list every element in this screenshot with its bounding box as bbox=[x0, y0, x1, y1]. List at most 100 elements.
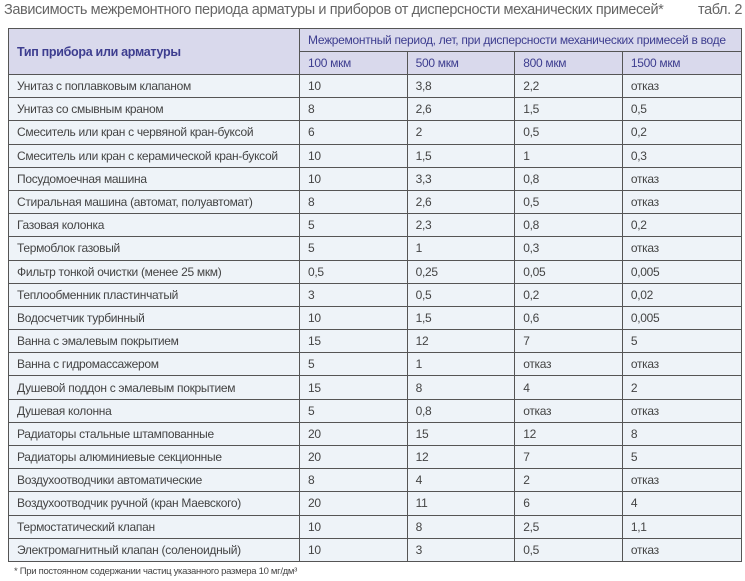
period-cell: 20 bbox=[299, 421, 408, 447]
period-cell: 0,6 bbox=[514, 305, 623, 331]
period-cell: отказ bbox=[621, 398, 743, 423]
period-cell: отказ bbox=[621, 166, 743, 191]
table-row: Теплообменник пластинчатый 3 0,5 0,2 0,02 bbox=[8, 282, 743, 307]
device-name-cell: Стиральная машина (автомат, полуавтомат) bbox=[8, 189, 300, 215]
period-cell: 2,5 bbox=[514, 514, 623, 539]
table-caption: Зависимость межремонтного периода армату… bbox=[4, 2, 742, 18]
period-cell: 8 bbox=[406, 514, 516, 539]
table-row: Смеситель или кран с червяной кран-буксо… bbox=[8, 120, 743, 145]
period-cell: 10 bbox=[299, 166, 408, 191]
period-cell: отказ bbox=[514, 398, 623, 423]
period-cell: 8 bbox=[406, 375, 516, 400]
period-cell: 8 bbox=[299, 189, 408, 215]
period-cell: отказ bbox=[621, 189, 743, 215]
period-cell: 2,6 bbox=[406, 97, 516, 122]
period-cell: 5 bbox=[299, 236, 408, 261]
data-table: Тип прибора или арматуры Межремонтный пе… bbox=[8, 28, 743, 562]
table-row: Унитаз со смывным краном 8 2,6 1,5 0,5 bbox=[8, 97, 743, 122]
period-cell: 0,5 bbox=[621, 97, 743, 122]
device-name-cell: Посудомоечная машина bbox=[8, 166, 300, 191]
period-cell: отказ bbox=[621, 73, 743, 99]
period-cell: 15 bbox=[299, 375, 408, 400]
period-cell: 5 bbox=[621, 329, 743, 354]
period-cell: 15 bbox=[299, 329, 408, 354]
period-cell: 11 bbox=[406, 491, 516, 516]
period-cell: отказ bbox=[514, 352, 623, 377]
period-cell: 5 bbox=[621, 444, 743, 470]
header-size: 800 мкм bbox=[514, 51, 623, 75]
period-cell: 0,5 bbox=[514, 537, 623, 562]
table-row: Газовая колонка 5 2,3 0,8 0,2 bbox=[8, 213, 743, 238]
period-cell: 1,5 bbox=[514, 97, 623, 122]
period-cell: 15 bbox=[406, 421, 516, 447]
period-cell: 1 bbox=[406, 352, 516, 377]
device-name-cell: Теплообменник пластинчатый bbox=[8, 282, 300, 307]
period-cell: отказ bbox=[621, 537, 743, 562]
period-cell: 3 bbox=[299, 282, 408, 307]
table-row: Термоблок газовый 5 1 0,3 отказ bbox=[8, 236, 743, 261]
device-name-cell: Газовая колонка bbox=[8, 213, 300, 238]
period-cell: 10 bbox=[299, 143, 408, 168]
period-cell: 8 bbox=[299, 468, 408, 493]
table-row: Душевой поддон с эмалевым покрытием 15 8 4 2 bbox=[8, 375, 743, 400]
device-name-cell: Фильтр тонкой очистки (менее 25 мкм) bbox=[8, 259, 300, 284]
footnote: * При постоянном содержании частиц указа… bbox=[14, 566, 297, 577]
period-cell: 1 bbox=[514, 143, 623, 168]
table-row: Ванна с эмалевым покрытием 15 12 7 5 bbox=[8, 329, 743, 354]
period-cell: 20 bbox=[299, 491, 408, 516]
device-name-cell: Унитаз с поплавковым клапаном bbox=[8, 73, 300, 99]
table-row: Стиральная машина (автомат, полуавтомат)… bbox=[8, 189, 743, 215]
period-cell: 0,3 bbox=[514, 236, 623, 261]
device-name-cell: Смеситель или кран с керамической кран-б… bbox=[8, 143, 300, 168]
table-row: Фильтр тонкой очистки (менее 25 мкм) 0,5 0… bbox=[8, 259, 743, 284]
device-name-cell: Водосчетчик турбинный bbox=[8, 305, 300, 331]
period-cell: 12 bbox=[406, 444, 516, 470]
period-cell: 0,2 bbox=[621, 120, 743, 145]
device-name-cell: Воздухоотводчики автоматические bbox=[8, 468, 300, 493]
period-cell: 5 bbox=[299, 213, 408, 238]
period-cell: 0,5 bbox=[514, 120, 623, 145]
period-cell: отказ bbox=[621, 468, 743, 493]
table-row: Электромагнитный клапан (соленоидный) 10 3… bbox=[8, 537, 743, 562]
period-cell: 0,8 bbox=[514, 166, 623, 191]
table-row: Радиаторы стальные штампованные 20 15 12 8 bbox=[8, 421, 743, 447]
period-cell: 2 bbox=[514, 468, 623, 493]
table-row: Воздухоотводчики автоматические 8 4 2 отказ bbox=[8, 468, 743, 493]
period-cell: 0,2 bbox=[621, 213, 743, 238]
period-cell: 7 bbox=[514, 329, 623, 354]
header-device: Тип прибора или арматуры bbox=[8, 28, 300, 75]
period-cell: 12 bbox=[406, 329, 516, 354]
period-cell: 1 bbox=[406, 236, 516, 261]
period-cell: 20 bbox=[299, 444, 408, 470]
device-name-cell: Унитаз со смывным краном bbox=[8, 97, 300, 122]
device-name-cell: Радиаторы стальные штампованные bbox=[8, 421, 300, 447]
period-cell: 0,02 bbox=[621, 282, 743, 307]
period-cell: 0,005 bbox=[621, 305, 743, 331]
period-cell: 2 bbox=[406, 120, 516, 145]
header-size: 1500 мкм bbox=[621, 51, 743, 75]
table-row: Посудомоечная машина 10 3,3 0,8 отказ bbox=[8, 166, 743, 191]
table-row: Унитаз с поплавковым клапаном 10 3,8 2,2 отк… bbox=[8, 73, 743, 99]
period-cell: 0,05 bbox=[514, 259, 623, 284]
period-cell: 8 bbox=[299, 97, 408, 122]
period-cell: 1,5 bbox=[406, 143, 516, 168]
period-cell: 10 bbox=[299, 537, 408, 562]
period-cell: 3 bbox=[406, 537, 516, 562]
header-period: Межремонтный период, лет, при дисперснос… bbox=[299, 28, 742, 52]
period-cell: 4 bbox=[621, 491, 743, 516]
device-name-cell: Электромагнитный клапан (соленоидный) bbox=[8, 537, 300, 562]
table-row: Воздухоотводчик ручной (кран Маевского) 2… bbox=[8, 491, 743, 516]
period-cell: 2,2 bbox=[514, 73, 623, 99]
device-name-cell: Термостатический клапан bbox=[8, 514, 300, 539]
table-row: Водосчетчик турбинный 10 1,5 0,6 0,005 bbox=[8, 305, 743, 331]
device-name-cell: Ванна с эмалевым покрытием bbox=[8, 329, 300, 354]
period-cell: 0,5 bbox=[299, 259, 408, 284]
header-size: 500 мкм bbox=[406, 51, 516, 75]
table-row: Радиаторы алюминиевые секционные 20 12 7 5 bbox=[8, 444, 743, 470]
period-cell: 5 bbox=[299, 398, 408, 423]
period-cell: 7 bbox=[514, 444, 623, 470]
device-name-cell: Термоблок газовый bbox=[8, 236, 300, 261]
period-cell: 0,5 bbox=[406, 282, 516, 307]
period-cell: 0,8 bbox=[406, 398, 516, 423]
period-cell: 4 bbox=[406, 468, 516, 493]
